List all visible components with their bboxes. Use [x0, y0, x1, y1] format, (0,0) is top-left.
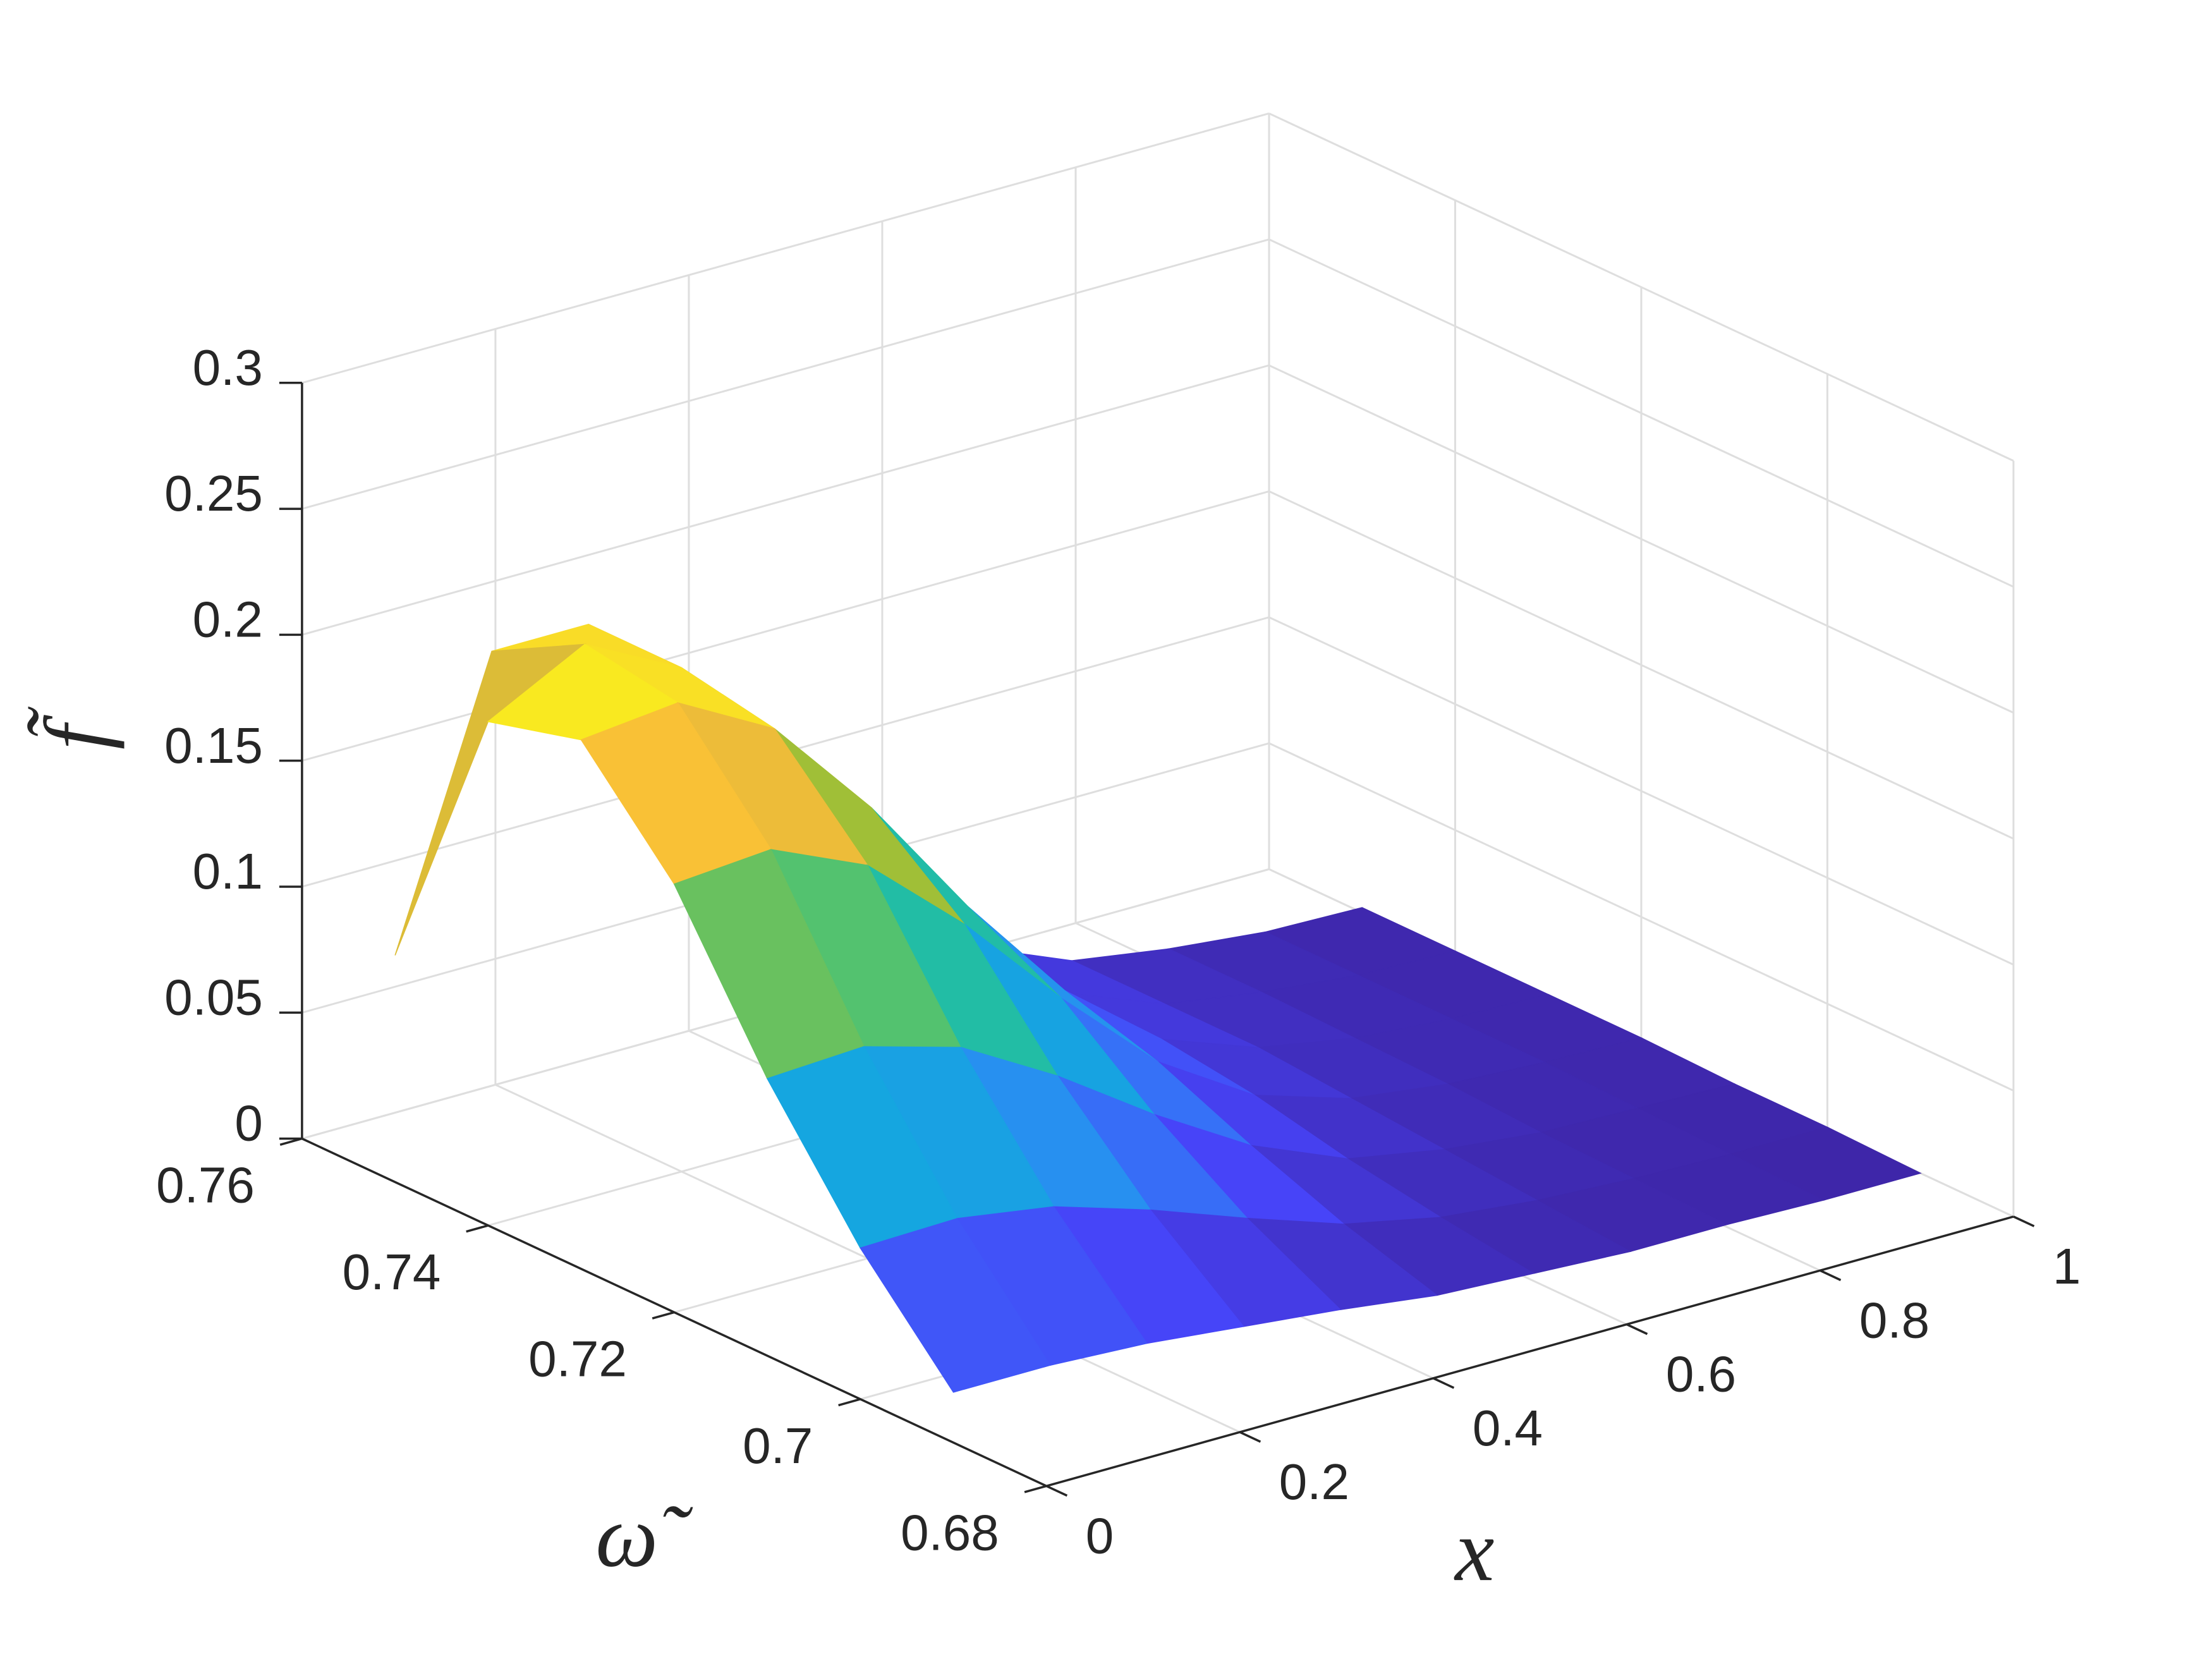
- grid-line: [1268, 364, 2014, 714]
- z-tick-label: 0: [234, 1095, 263, 1152]
- y-tick-label: 0.68: [901, 1504, 999, 1560]
- y-tick-label: 0.7: [743, 1418, 813, 1474]
- x-axis-label: x: [1454, 1502, 1494, 1600]
- x-tick-label: 0.2: [1279, 1454, 1349, 1510]
- grid-line: [301, 112, 1270, 384]
- z-tick-label: 0.3: [193, 339, 263, 396]
- grid-line: [1268, 238, 2014, 588]
- x-tick-label: 0: [1086, 1507, 1114, 1564]
- x-tick: [1046, 1485, 1068, 1497]
- x-tick: [1433, 1377, 1455, 1389]
- grid-line: [1268, 742, 2014, 1092]
- x-tick: [1820, 1269, 1842, 1282]
- y-tick: [279, 1137, 303, 1146]
- y-tick-label: 0.76: [156, 1157, 255, 1213]
- z-tick-label: 0.2: [193, 592, 263, 648]
- x-tick-label: 0.4: [1473, 1400, 1543, 1456]
- y-tick: [1024, 1485, 1047, 1493]
- y-tick: [838, 1398, 861, 1407]
- y-tick: [466, 1224, 489, 1233]
- grid-line: [1268, 616, 2014, 966]
- x-axis: [1046, 1215, 2014, 1487]
- z-tick-label: 0.25: [164, 465, 263, 521]
- grid-line: [301, 238, 1270, 510]
- x-tick-label: 0.6: [1666, 1346, 1736, 1402]
- x-tick: [1239, 1431, 1261, 1443]
- y-tick-label: 0.74: [343, 1244, 441, 1300]
- z-tick-label: 0.1: [193, 843, 263, 899]
- grid-line: [1268, 112, 2014, 462]
- y-tick-label: 0.72: [528, 1331, 627, 1387]
- x-tick: [1626, 1323, 1648, 1335]
- surface-patch: [860, 1218, 1051, 1393]
- z-tick-label: 0.15: [164, 717, 263, 774]
- x-tick-label: 1: [2053, 1238, 2081, 1294]
- z-tick-label: 0.05: [164, 969, 263, 1025]
- grid-line: [1268, 490, 2014, 840]
- grid-line: [301, 364, 1270, 636]
- x-tick: [2013, 1215, 2035, 1227]
- y-tick: [652, 1311, 675, 1320]
- grid-line: [301, 490, 1270, 762]
- x-tick-label: 0.8: [1859, 1292, 1929, 1348]
